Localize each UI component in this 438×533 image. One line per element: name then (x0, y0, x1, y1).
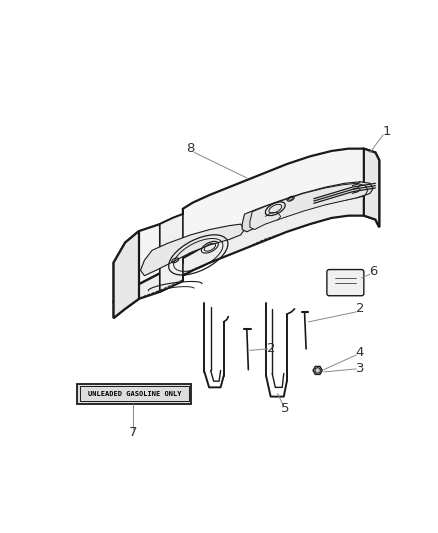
Polygon shape (141, 224, 244, 276)
Text: 4: 4 (356, 346, 364, 359)
Text: 2: 2 (356, 302, 364, 316)
Text: 8: 8 (187, 142, 195, 155)
Text: 5: 5 (281, 402, 290, 415)
Text: 2: 2 (267, 342, 276, 356)
Polygon shape (242, 182, 373, 232)
Text: 3: 3 (356, 361, 364, 375)
Text: UNLEADED GASOLINE ONLY: UNLEADED GASOLINE ONLY (88, 391, 181, 397)
FancyBboxPatch shape (78, 384, 191, 403)
Text: 7: 7 (129, 425, 137, 439)
Text: 1: 1 (383, 125, 391, 138)
FancyBboxPatch shape (327, 270, 364, 296)
Polygon shape (113, 149, 379, 301)
Polygon shape (364, 149, 379, 227)
Polygon shape (113, 231, 139, 318)
Text: 6: 6 (369, 265, 377, 278)
Polygon shape (113, 178, 379, 318)
Polygon shape (313, 366, 322, 374)
Polygon shape (160, 214, 183, 292)
Polygon shape (250, 183, 367, 230)
